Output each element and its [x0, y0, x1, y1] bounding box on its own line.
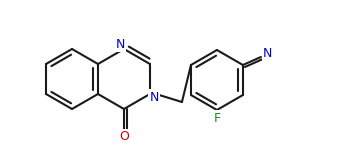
Text: N: N — [263, 46, 272, 60]
Text: O: O — [119, 130, 129, 143]
Text: F: F — [213, 111, 221, 125]
Text: N: N — [149, 90, 159, 103]
Text: N: N — [115, 38, 125, 51]
